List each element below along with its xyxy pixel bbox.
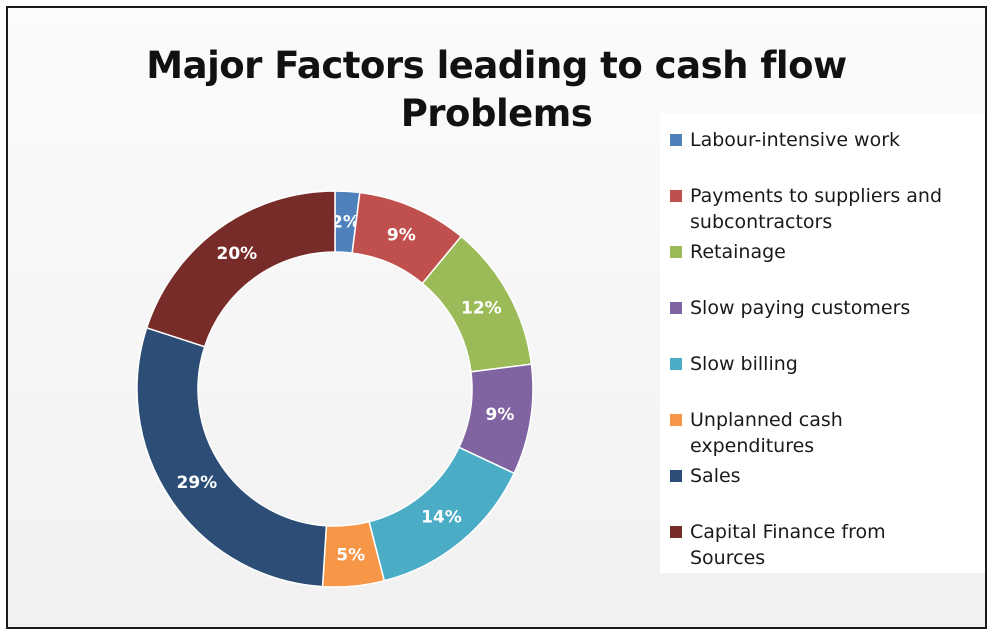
legend-swatch	[670, 358, 682, 370]
chart-frame: Major Factors leading to cash flow Probl…	[6, 6, 987, 629]
donut-slice-6	[136, 326, 328, 588]
slice-data-label-5: 5%	[336, 545, 365, 565]
donut-chart: 2% 9% 12% 9% 14% 5% 29% 20%	[136, 190, 534, 588]
legend-swatch	[670, 134, 682, 146]
legend-item-0: Labour-intensive work	[670, 127, 900, 153]
legend-label: Sales	[690, 465, 741, 487]
legend-label: Capital Finance from Sources	[690, 521, 886, 569]
slice-data-label-7: 20%	[216, 244, 257, 264]
legend-swatch	[670, 414, 682, 426]
legend-swatch	[670, 302, 682, 314]
legend-item-6: Sales	[670, 463, 741, 489]
slice-data-label-2: 12%	[461, 299, 502, 319]
legend-item-5: Unplanned cash expenditures	[670, 407, 843, 459]
legend-swatch	[670, 190, 682, 202]
legend-label: Slow billing	[690, 353, 798, 375]
legend-label: Slow paying customers	[690, 297, 911, 319]
slice-data-label-0: 2%	[331, 212, 360, 232]
legend-label: Labour-intensive work	[690, 129, 901, 151]
donut-slice-7	[145, 190, 336, 348]
slice-data-label-1: 9%	[387, 226, 416, 246]
legend-item-7: Capital Finance from Sources	[670, 519, 886, 571]
legend-label: Retainage	[690, 241, 786, 263]
slice-data-label-3: 9%	[486, 405, 515, 425]
slice-data-label-4: 14%	[421, 508, 462, 528]
legend-item-4: Slow billing	[670, 351, 798, 377]
legend-swatch	[670, 470, 682, 482]
legend-item-3: Slow paying customers	[670, 295, 910, 321]
slice-data-label-6: 29%	[177, 473, 218, 493]
legend: Labour-intensive work Payments to supplie…	[660, 113, 985, 573]
legend-label: Payments to suppliers and subcontractors	[690, 185, 943, 233]
legend-item-2: Retainage	[670, 239, 786, 265]
legend-label: Unplanned cash expenditures	[690, 409, 843, 457]
legend-swatch	[670, 246, 682, 258]
legend-swatch	[670, 526, 682, 538]
chart-title: Major Factors leading to cash flow Probl…	[146, 44, 847, 135]
legend-item-1: Payments to suppliers and subcontractors	[670, 183, 942, 235]
